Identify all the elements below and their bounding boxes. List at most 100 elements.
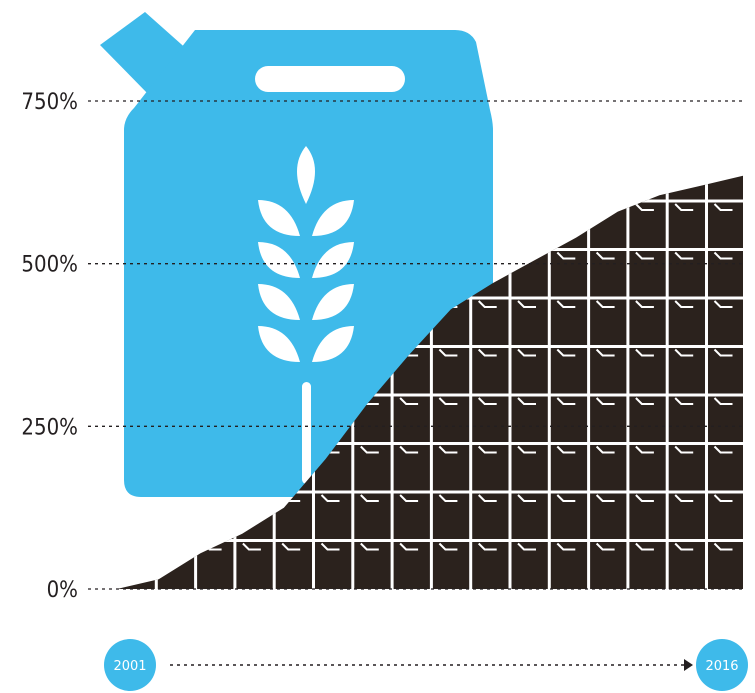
canister-tile <box>513 303 546 343</box>
canister-tile <box>513 400 546 440</box>
canister-tile <box>395 448 428 488</box>
canister-tile <box>670 545 703 585</box>
canister-notch <box>556 300 576 308</box>
canister-notch <box>715 59 733 65</box>
canister-tile <box>120 497 153 537</box>
canister-tile <box>670 351 703 391</box>
canister-tile <box>120 545 153 585</box>
canister-notch <box>438 397 458 405</box>
canister-notch <box>635 397 654 405</box>
canister-tile <box>631 497 664 537</box>
canister-tile <box>238 497 271 537</box>
canister-notch <box>674 300 694 308</box>
canister-notch <box>518 59 536 65</box>
canister-tile <box>277 497 310 537</box>
canister-notch <box>399 445 419 454</box>
canister-notch <box>674 494 694 502</box>
canister-notch <box>438 445 458 454</box>
canister-notch <box>517 397 536 405</box>
canister-tile <box>160 497 192 537</box>
canister-tile <box>356 448 389 488</box>
canister-notch <box>635 542 654 551</box>
canister-tile <box>592 109 624 148</box>
canister-tile <box>160 545 192 585</box>
canister-notch <box>557 156 575 162</box>
canister-notch <box>518 156 536 162</box>
start-year-badge <box>104 639 156 691</box>
canister-tile <box>631 303 664 343</box>
canister-tile <box>592 351 625 391</box>
y-tick-label: 250% <box>21 415 78 440</box>
canister-notch <box>242 542 261 551</box>
canister-tile <box>592 448 625 488</box>
canister-tile <box>317 497 350 537</box>
canister-notch <box>477 445 497 454</box>
canister-notch <box>595 251 615 260</box>
canister-tile <box>435 448 467 488</box>
canister-notch <box>674 397 694 405</box>
canister-notch <box>399 397 419 405</box>
canister-tile <box>631 175 664 197</box>
end-year-badge <box>696 639 748 691</box>
canister-tile <box>592 545 625 585</box>
canister-tile <box>553 206 585 246</box>
canister-notch <box>438 542 458 551</box>
canister-tile <box>710 400 743 440</box>
canister-tile <box>474 351 507 391</box>
canister-tile <box>670 497 703 537</box>
canister-notch <box>636 107 654 113</box>
canister-notch <box>320 542 340 551</box>
canister-notch <box>595 445 615 454</box>
canister-notch <box>636 156 654 162</box>
canister-notch <box>715 156 733 162</box>
canister-notch <box>674 251 694 260</box>
canister-tile <box>710 545 743 585</box>
canister-tile <box>238 545 271 585</box>
canister-notch <box>320 494 340 502</box>
canister-tile <box>317 545 350 585</box>
canister-tile <box>670 303 703 343</box>
canister-tile <box>395 497 428 537</box>
canister-notch <box>556 251 576 260</box>
canister-notch <box>713 348 733 357</box>
canister-tile <box>356 545 389 585</box>
canister-notch <box>557 59 575 65</box>
canister-notch <box>479 59 497 65</box>
canister-tile <box>592 206 625 246</box>
end-year-label: 2016 <box>705 659 738 674</box>
canister-notch <box>557 107 575 113</box>
canister-notch <box>556 445 576 454</box>
canister-tile <box>474 303 507 343</box>
canister-notch <box>636 59 654 65</box>
canister-tile <box>553 109 585 148</box>
canister-tile <box>670 254 703 294</box>
canister-notch <box>477 542 497 551</box>
canister-tile <box>435 351 467 391</box>
canister-notch <box>399 542 419 551</box>
canister-tile <box>553 497 585 537</box>
canister-tile <box>710 109 742 148</box>
canister-notch <box>635 203 654 211</box>
canister-tile <box>395 400 428 440</box>
canister-tile <box>553 448 585 488</box>
canister-tile <box>553 351 585 391</box>
canister-tile <box>474 545 507 585</box>
canister-tile <box>632 109 664 148</box>
canister-notch <box>360 542 379 551</box>
canister-notch <box>518 107 536 113</box>
canister-tile <box>513 206 546 246</box>
canister-tile <box>710 448 743 488</box>
canister-notch <box>674 203 694 211</box>
canister-notch <box>517 445 536 454</box>
canister-notch <box>517 251 536 260</box>
x-axis: 2001 2016 <box>104 639 748 691</box>
canister-tile <box>553 545 585 585</box>
canister-notch <box>635 445 654 454</box>
canister-tile <box>631 448 664 488</box>
canister-notch <box>477 300 497 308</box>
canister-tile <box>474 448 507 488</box>
canister-tile <box>670 448 703 488</box>
canister-notch <box>556 494 576 502</box>
canister-tile <box>592 175 625 197</box>
canister-tile <box>670 400 703 440</box>
